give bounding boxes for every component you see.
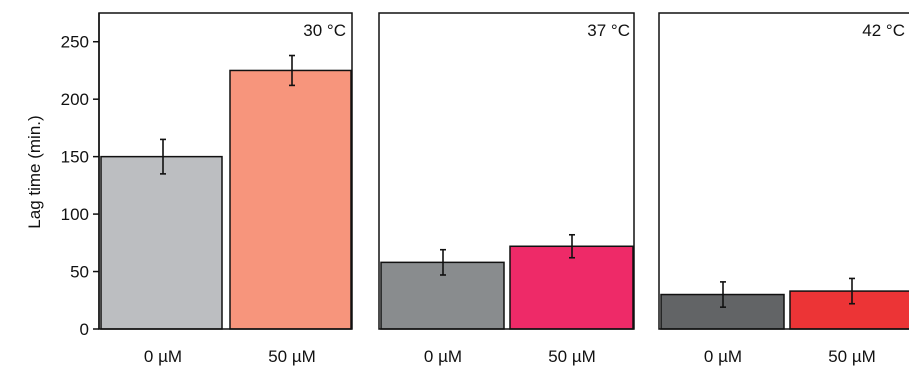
y-tick-label: 250 — [61, 33, 89, 52]
bar — [100, 155, 223, 330]
chart-panels: 0 µM 50 µM 30 °C 0 µM 50 µM 37 °C 0 µM 50 µM 42 … — [98, 12, 909, 366]
x-category-label: 50 µM — [828, 347, 876, 366]
panel-2: 0 µM 50 µM 37 °C — [378, 12, 635, 366]
bar — [789, 290, 909, 330]
panel-frame — [658, 12, 909, 330]
y-tick-label: 0 — [80, 320, 89, 339]
bar — [509, 245, 634, 330]
panel-title: 37 °C — [587, 21, 630, 40]
x-category-label: 50 µM — [268, 347, 316, 366]
y-tick-label: 50 — [70, 263, 89, 282]
panel-1: 0 µM 50 µM 30 °C — [98, 12, 353, 366]
x-category-label: 50 µM — [548, 347, 596, 366]
panel-frame — [98, 12, 353, 330]
x-category-label: 0 µM — [424, 347, 462, 366]
panel-title: 42 °C — [862, 21, 905, 40]
y-tick-label: 200 — [61, 90, 89, 109]
panel-frame — [378, 12, 635, 330]
x-category-label: 0 µM — [704, 347, 742, 366]
y-axis: 0 50 100 150 200 250 — [61, 13, 100, 339]
x-category-label: 0 µM — [144, 347, 182, 366]
panel-3: 0 µM 50 µM 42 °C — [658, 12, 909, 366]
y-axis-label: Lag time (min.) — [25, 115, 44, 228]
y-tick-label: 150 — [61, 148, 89, 167]
y-tick-label: 100 — [61, 205, 89, 224]
bar — [229, 69, 352, 330]
panel-title: 30 °C — [303, 21, 346, 40]
